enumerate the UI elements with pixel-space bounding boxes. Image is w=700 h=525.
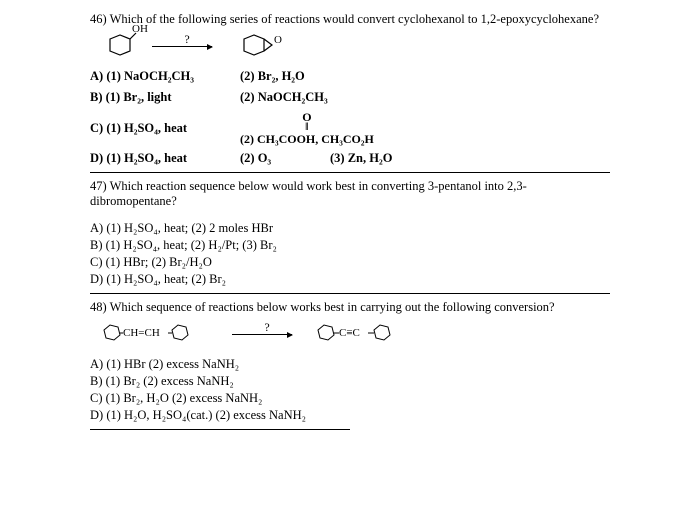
q48-text: 48) Which sequence of reactions below wo… xyxy=(90,300,610,315)
svg-text:C≡C: C≡C xyxy=(339,327,360,339)
q46-d-step3: (3) Zn, H₂O xyxy=(330,151,392,166)
page: 46) Which of the following series of rea… xyxy=(0,0,700,430)
q46-reaction: OH ? O xyxy=(100,31,610,61)
q47-option-a: A) (1) H₂SO₄, heat; (2) 2 moles HBr xyxy=(90,221,610,236)
q48-option-c: C) (1) Br₂, H₂O (2) excess NaNH₂ xyxy=(90,391,610,406)
q48-number: 48) xyxy=(90,300,107,314)
stilbene-icon: CH=CH xyxy=(100,319,220,349)
q46-c-bot: (2) CH₃COOH, CH₃CO₂H xyxy=(240,133,374,145)
q46-option-b: B) (1) Br₂, light (2) NaOCH₂CH₃ xyxy=(90,90,610,105)
q47-body: Which reaction sequence below would work… xyxy=(90,179,527,208)
q48-reaction: CH=CH ? C≡C xyxy=(100,319,610,349)
q46-text: 46) Which of the following series of rea… xyxy=(90,12,610,27)
svg-text:O: O xyxy=(274,34,282,46)
q46-body: Which of the following series of reactio… xyxy=(110,12,599,26)
svg-text:CH=CH: CH=CH xyxy=(123,327,160,339)
reaction-arrow: ? xyxy=(152,46,222,47)
divider-2 xyxy=(90,293,610,294)
q48-body: Which sequence of reactions below works … xyxy=(110,300,555,314)
q46-number: 46) xyxy=(90,12,107,26)
cyclohexanol-structure: OH xyxy=(100,31,140,61)
q48-arrow: ? xyxy=(232,334,302,335)
q46-a-step2: (2) Br₂, H₂O xyxy=(240,69,305,84)
q47-option-c: C) (1) HBr; (2) Br₂/H₂O xyxy=(90,255,610,270)
epoxide-structure: O xyxy=(234,31,284,61)
alkyne-icon: C≡C xyxy=(314,319,434,349)
q48-option-a: A) (1) HBr (2) excess NaNH₂ xyxy=(90,357,610,372)
stilbene-left: CH=CH xyxy=(100,319,220,349)
q46-c-label: C) (1) H₂SO₄, heat xyxy=(90,121,240,136)
q46-option-a: A) (1) NaOCH₂CH₃ (2) Br₂, H₂O xyxy=(90,69,610,84)
q48-option-b: B) (1) Br₂ (2) excess NaNH₂ xyxy=(90,374,610,389)
q46-a-label: A) (1) NaOCH₂CH₃ xyxy=(90,69,240,84)
q46-b-label: B) (1) Br₂, light xyxy=(90,90,240,105)
q47-number: 47) xyxy=(90,179,107,193)
divider-3 xyxy=(90,429,350,430)
hexagon-icon xyxy=(100,31,140,61)
q46-option-d: D) (1) H₂SO₄, heat (2) O₃ (3) Zn, H₂O xyxy=(90,151,610,166)
oh-label: OH xyxy=(132,23,148,35)
diphenylacetylene: C≡C xyxy=(314,319,434,349)
q46-d-label: D) (1) H₂SO₄, heat xyxy=(90,151,240,166)
q47-text: 47) Which reaction sequence below would … xyxy=(90,179,610,209)
q46-b-step2: (2) NaOCH₂CH₃ xyxy=(240,90,328,105)
divider-1 xyxy=(90,172,610,173)
epoxide-icon: O xyxy=(234,31,284,61)
q47-option-d: D) (1) H₂SO₄, heat; (2) Br₂ xyxy=(90,272,610,287)
q46-d-step2: (2) O₃ xyxy=(240,151,330,166)
q46-c-step2: O ‖ (2) CH₃COOH, CH₃CO₂H xyxy=(240,111,374,145)
q47-option-b: B) (1) H₂SO₄, heat; (2) H₂/Pt; (3) Br₂ xyxy=(90,238,610,253)
q48-option-d: D) (1) H₂O, H₂SO₄(cat.) (2) excess NaNH₂ xyxy=(90,408,610,423)
q46-option-c: C) (1) H₂SO₄, heat O ‖ (2) CH₃COOH, CH₃C… xyxy=(90,111,610,145)
